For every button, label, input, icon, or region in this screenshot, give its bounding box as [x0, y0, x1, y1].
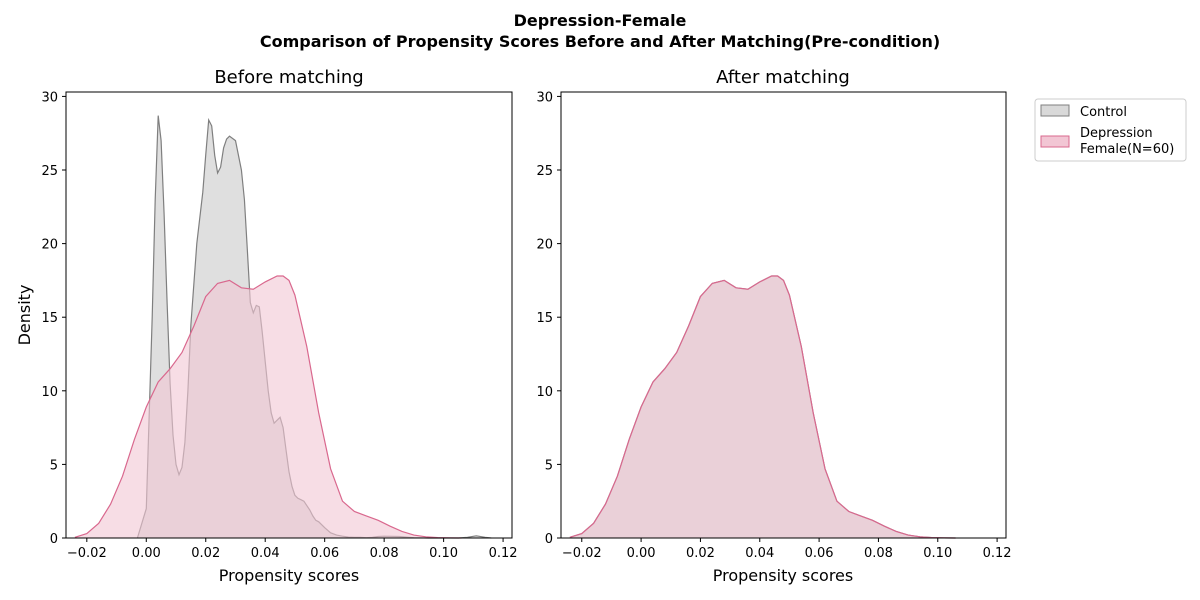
- y-tick-label: 20: [536, 238, 553, 253]
- legend: Control Depression Female(N=60): [1034, 98, 1187, 162]
- y-tick-label: 5: [545, 458, 553, 473]
- after-matching-ticks: −0.02 0.00 0.02 0.04 0.06 0.08 0.10 0.12 0 5 10 15 2…: [536, 90, 1011, 561]
- after-matching-series: [569, 275, 956, 539]
- x-tick-label: 0.04: [251, 546, 280, 561]
- legend-depression-swatch: [1040, 135, 1070, 148]
- x-tick-label: 0.12: [489, 546, 518, 561]
- before-matching-panel: Before matching −0.02 0.00 0.02 0.04 0.06 0.0…: [15, 67, 518, 585]
- y-tick-label: 30: [41, 90, 58, 105]
- x-tick-label: 0.02: [686, 546, 715, 561]
- y-tick-label: 10: [536, 385, 553, 400]
- after-matching-panel: After matching −0.02 0.00 0.02 0.04 0.06 0.08…: [536, 67, 1011, 585]
- y-axis-label: Density: [15, 285, 34, 346]
- before-matching-ticks: −0.02 0.00 0.02 0.04 0.06 0.08 0.10 0.12 0 5 10 15 2…: [41, 90, 517, 561]
- x-tick-label: 0.00: [132, 546, 161, 561]
- x-tick-label: 0.12: [983, 546, 1012, 561]
- x-tick-label: −0.02: [562, 546, 602, 561]
- figure-title-line2: Comparison of Propensity Scores Before a…: [260, 32, 940, 51]
- after-matching-title: After matching: [716, 67, 850, 88]
- after-depression-density-line: [569, 275, 956, 539]
- after-matching-frame: [560, 91, 1007, 539]
- y-tick-label: 25: [536, 164, 553, 179]
- y-tick-label: 0: [545, 532, 553, 547]
- y-tick-label: 5: [50, 458, 58, 473]
- x-tick-label: 0.02: [191, 546, 220, 561]
- y-tick-label: 25: [41, 164, 58, 179]
- before-matching-x-axis-label: Propensity scores: [219, 566, 359, 585]
- legend-depression-label-line2: Female(N=60): [1080, 142, 1174, 157]
- x-tick-label: 0.06: [310, 546, 339, 561]
- y-tick-label: 0: [50, 532, 58, 547]
- legend-box: [1034, 98, 1187, 162]
- legend-control-label: Control: [1080, 105, 1127, 120]
- before-matching-title: Before matching: [214, 67, 363, 88]
- y-tick-label: 30: [536, 90, 553, 105]
- after-matching-x-axis-label: Propensity scores: [713, 566, 853, 585]
- y-tick-label: 10: [41, 385, 58, 400]
- legend-depression-label-line1: Depression: [1080, 126, 1153, 141]
- x-tick-label: 0.06: [805, 546, 834, 561]
- before-matching-frame: [65, 91, 513, 539]
- y-tick-label: 20: [41, 238, 58, 253]
- figure-title-line1: Depression-Female: [514, 11, 687, 30]
- x-tick-label: 0.04: [745, 546, 774, 561]
- legend-control-swatch: [1040, 104, 1070, 117]
- before-depression-density-line: [74, 275, 462, 539]
- x-tick-label: 0.10: [923, 546, 952, 561]
- y-tick-label: 15: [536, 311, 553, 326]
- x-tick-label: 0.08: [864, 546, 893, 561]
- x-tick-label: 0.08: [370, 546, 399, 561]
- after-depression-density-area: [569, 276, 956, 538]
- x-tick-label: 0.00: [627, 546, 656, 561]
- before-depression-density-area: [74, 276, 462, 538]
- x-tick-label: 0.10: [429, 546, 458, 561]
- y-tick-label: 15: [41, 311, 58, 326]
- x-tick-label: −0.02: [67, 546, 107, 561]
